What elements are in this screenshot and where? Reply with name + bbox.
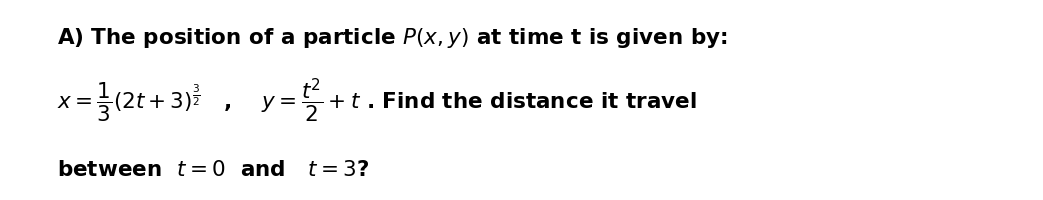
Text: between  $t = 0$  and   $t = 3$?: between $t = 0$ and $t = 3$? bbox=[57, 160, 369, 180]
Text: $x = \dfrac{1}{3}(2t+3)^{\frac{3}{2}}$   ,    $y = \dfrac{t^2}{2}+t$ . Find the : $x = \dfrac{1}{3}(2t+3)^{\frac{3}{2}}$ ,… bbox=[57, 76, 697, 124]
Text: A) The position of a particle $P(x, y)$ at time t is given by:: A) The position of a particle $P(x, y)$ … bbox=[57, 26, 728, 50]
